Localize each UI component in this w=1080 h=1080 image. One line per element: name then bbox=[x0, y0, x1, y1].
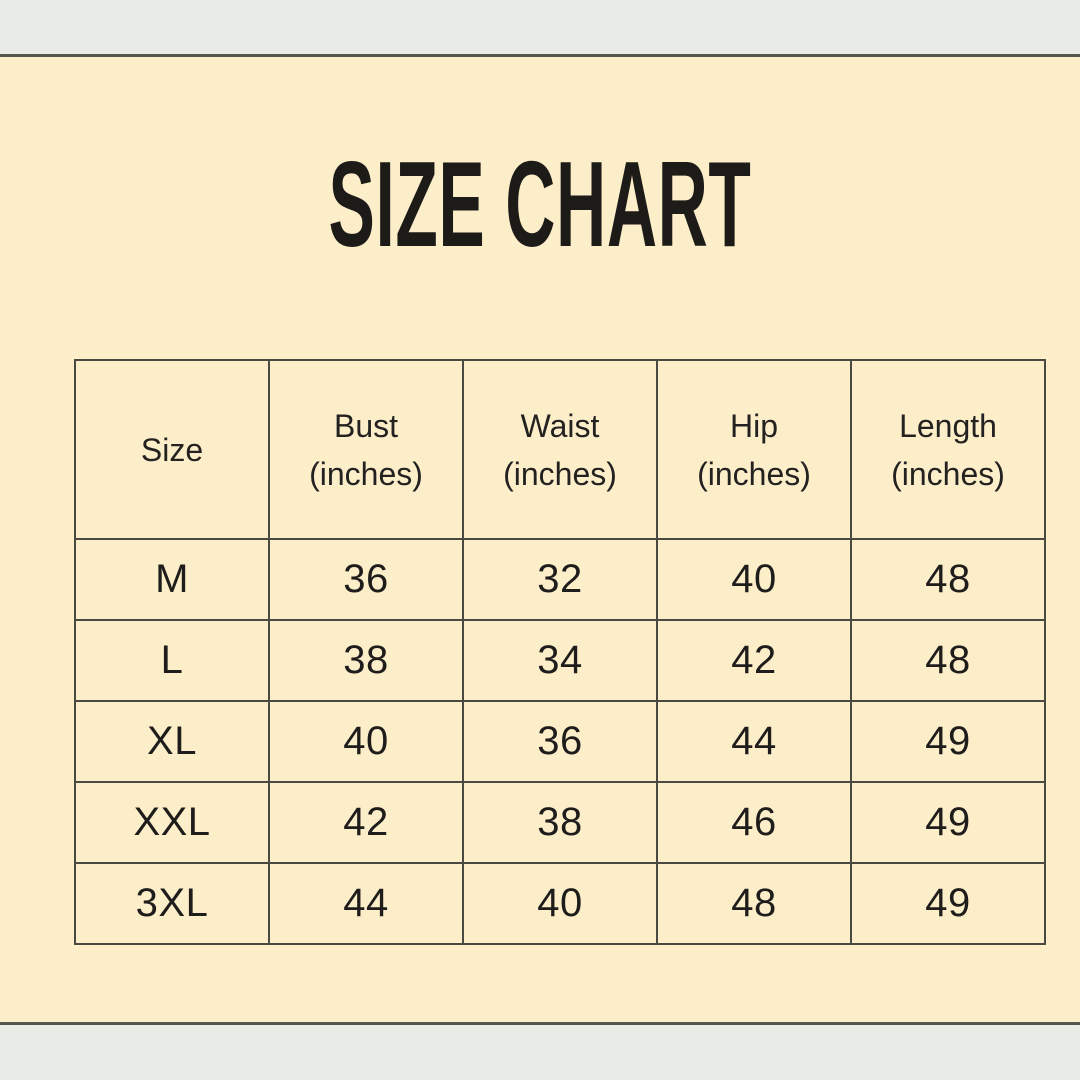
length-value: 48 bbox=[925, 638, 971, 682]
header-cell-waist: Waist (inches) bbox=[462, 359, 658, 540]
table-cell: 46 bbox=[656, 781, 852, 864]
top-strip bbox=[0, 0, 1080, 57]
bust-value: 44 bbox=[343, 881, 389, 925]
hip-value: 48 bbox=[731, 881, 777, 925]
table-cell: XXL bbox=[74, 781, 270, 864]
table-cell: 48 bbox=[850, 538, 1046, 621]
size-value: L bbox=[160, 638, 184, 682]
waist-value: 34 bbox=[537, 638, 583, 682]
table-cell: 48 bbox=[850, 619, 1046, 702]
table-cell: 38 bbox=[462, 781, 658, 864]
bust-value: 42 bbox=[343, 800, 389, 844]
header-label: Size bbox=[140, 431, 204, 468]
header-cell-bust: Bust (inches) bbox=[268, 359, 464, 540]
header-unit: (inches) bbox=[891, 455, 1005, 492]
header-label: Waist bbox=[520, 407, 600, 444]
table-cell: 48 bbox=[656, 862, 852, 945]
table-row-xl: XL 40 36 44 49 bbox=[74, 700, 1046, 783]
table-cell: 42 bbox=[656, 619, 852, 702]
bottom-strip bbox=[0, 1022, 1080, 1080]
table-cell: 36 bbox=[462, 700, 658, 783]
main-area: SIZE CHART Size Bust (inches) Waist (inc… bbox=[0, 57, 1080, 1022]
table-cell: 36 bbox=[268, 538, 464, 621]
size-value: M bbox=[155, 557, 189, 601]
header-unit: (inches) bbox=[309, 455, 423, 492]
page-title-wrap: SIZE CHART bbox=[0, 143, 1080, 267]
hip-value: 44 bbox=[731, 719, 777, 763]
bust-value: 36 bbox=[343, 557, 389, 601]
header-cell-hip: Hip (inches) bbox=[656, 359, 852, 540]
table-cell: 44 bbox=[268, 862, 464, 945]
table-row-xxl: XXL 42 38 46 49 bbox=[74, 781, 1046, 864]
size-value: XL bbox=[147, 719, 197, 763]
table-row-l: L 38 34 42 48 bbox=[74, 619, 1046, 702]
header-cell-length: Length (inches) bbox=[850, 359, 1046, 540]
size-value: XXL bbox=[133, 800, 211, 844]
bust-value: 40 bbox=[343, 719, 389, 763]
length-value: 49 bbox=[925, 881, 971, 925]
table-cell: L bbox=[74, 619, 270, 702]
hip-value: 46 bbox=[731, 800, 777, 844]
header-label: Length bbox=[899, 407, 997, 444]
header-unit: (inches) bbox=[697, 455, 811, 492]
table-cell: 40 bbox=[656, 538, 852, 621]
table-header-row: Size Bust (inches) Waist (inches) Hip (i… bbox=[74, 359, 1046, 540]
table-cell: 42 bbox=[268, 781, 464, 864]
table-cell: 3XL bbox=[74, 862, 270, 945]
table-cell: XL bbox=[74, 700, 270, 783]
waist-value: 36 bbox=[537, 719, 583, 763]
table-cell: 49 bbox=[850, 862, 1046, 945]
hip-value: 42 bbox=[731, 638, 777, 682]
length-value: 49 bbox=[925, 800, 971, 844]
bust-value: 38 bbox=[343, 638, 389, 682]
header-label: Bust bbox=[333, 407, 399, 444]
length-value: 49 bbox=[925, 719, 971, 763]
length-value: 48 bbox=[925, 557, 971, 601]
header-unit: (inches) bbox=[503, 455, 617, 492]
waist-value: 40 bbox=[537, 881, 583, 925]
waist-value: 38 bbox=[537, 800, 583, 844]
table-cell: 34 bbox=[462, 619, 658, 702]
table-cell: 44 bbox=[656, 700, 852, 783]
waist-value: 32 bbox=[537, 557, 583, 601]
header-label: Hip bbox=[729, 407, 778, 444]
size-value: 3XL bbox=[135, 881, 209, 925]
size-table: Size Bust (inches) Waist (inches) Hip (i… bbox=[74, 359, 1046, 945]
page-title: SIZE CHART bbox=[328, 136, 752, 272]
table-cell: 38 bbox=[268, 619, 464, 702]
table-row-3xl: 3XL 44 40 48 49 bbox=[74, 862, 1046, 945]
hip-value: 40 bbox=[731, 557, 777, 601]
table-row-m: M 36 32 40 48 bbox=[74, 538, 1046, 621]
table-cell: 49 bbox=[850, 700, 1046, 783]
table-cell: M bbox=[74, 538, 270, 621]
header-cell-size: Size bbox=[74, 359, 270, 540]
table-cell: 40 bbox=[268, 700, 464, 783]
table-cell: 32 bbox=[462, 538, 658, 621]
table-cell: 40 bbox=[462, 862, 658, 945]
table-cell: 49 bbox=[850, 781, 1046, 864]
